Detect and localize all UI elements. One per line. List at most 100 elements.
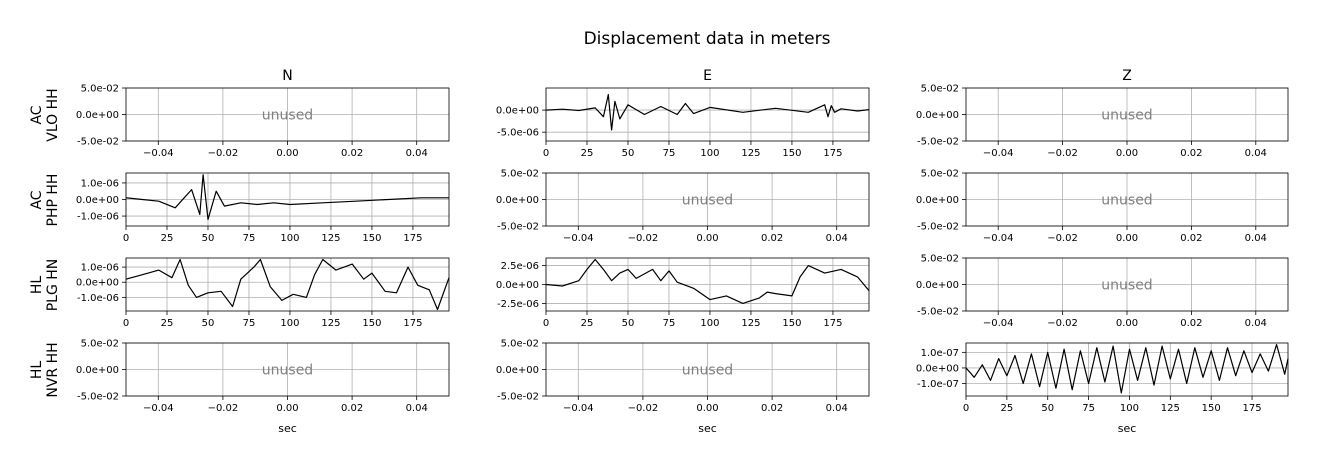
panel-0-1-xtick-label-4: 100 bbox=[700, 148, 719, 159]
panel-1-0-ytick-label-2: -1.0e-06 bbox=[77, 212, 119, 223]
panel-0-0-xtick-label-0: −0.04 bbox=[143, 148, 174, 159]
panel-0-0-xtick-label-4: 0.04 bbox=[406, 148, 428, 159]
panel-0-2-unused-label: unused bbox=[1101, 108, 1152, 124]
panel-2-2-xtick-label-3: 0.02 bbox=[1180, 318, 1202, 329]
panel-2-2-ytick-label-0: 5.0e-02 bbox=[921, 254, 959, 265]
panel-3-2-trace bbox=[965, 344, 1289, 394]
panel-3-0-xtick-label-3: 0.02 bbox=[341, 403, 363, 414]
row-label-0-network: AC bbox=[29, 105, 45, 124]
panel-2-2-unused-label: unused bbox=[1101, 278, 1152, 294]
panel-0-0-xtick-label-1: −0.02 bbox=[208, 148, 239, 159]
panel-2-1-trace bbox=[545, 258, 870, 304]
panel-1-2-ytick-label-2: -5.0e-02 bbox=[917, 222, 959, 233]
row-label-1: AC PHP HH bbox=[29, 174, 61, 227]
panel-1-2-xtick-label-0: −0.04 bbox=[983, 233, 1014, 244]
panel-3-2: 0 25 50 75 100 125 150 175 1.0e-07 0.0e+00 -1.0e-0… bbox=[916, 342, 1289, 414]
panel-0-1-xtick-label-1: 25 bbox=[581, 148, 594, 159]
panel-3-2-xtick-label-3: 75 bbox=[1082, 403, 1095, 414]
panel-1-1-xtick-label-2: 0.00 bbox=[696, 233, 718, 244]
panel-3-1-xtick-label-0: −0.04 bbox=[563, 403, 594, 414]
panel-1-2-xtick-label-4: 0.04 bbox=[1245, 233, 1267, 244]
panel-3-2-xtick-label-4: 100 bbox=[1120, 403, 1139, 414]
panel-3-0-xtick-label-0: −0.04 bbox=[143, 403, 174, 414]
panel-0-2-xtick-label-2: 0.00 bbox=[1116, 148, 1138, 159]
panel-0-0-unused-label: unused bbox=[262, 108, 313, 124]
x-axis-label-z: sec bbox=[1118, 422, 1137, 435]
panel-0-2-xtick-label-4: 0.04 bbox=[1245, 148, 1267, 159]
panel-0-1-xtick-label-7: 175 bbox=[823, 148, 842, 159]
panel-3-2-xtick-label-7: 175 bbox=[1242, 403, 1261, 414]
panel-1-0: 0 25 50 75 100 125 150 175 1.0e-06 0.0e+00 -1.0e-0… bbox=[76, 172, 450, 244]
panel-1-1-unused-label: unused bbox=[682, 193, 733, 209]
column-title-n: N bbox=[282, 68, 292, 84]
panel-1-0-xtick-label-6: 150 bbox=[362, 233, 381, 244]
panel-3-0-xtick-label-1: −0.02 bbox=[208, 403, 239, 414]
panel-3-1-xtick-label-3: 0.02 bbox=[761, 403, 783, 414]
column-title-e: E bbox=[703, 68, 712, 84]
panel-0-1-ytick-label-1: -5.0e-06 bbox=[497, 128, 539, 139]
panel-1-1-xtick-label-4: 0.04 bbox=[826, 233, 848, 244]
panel-0-1-xtick-label-6: 150 bbox=[782, 148, 801, 159]
column-title-z: Z bbox=[1122, 68, 1132, 84]
panel-1-0-ytick-label-1: 0.0e+00 bbox=[76, 195, 119, 206]
panel-1-1-xtick-label-0: −0.04 bbox=[563, 233, 594, 244]
panel-3-2-xtick-label-2: 50 bbox=[1041, 403, 1054, 414]
panel-1-2-ytick-label-0: 5.0e-02 bbox=[921, 169, 959, 180]
panel-0-0-xtick-label-3: 0.02 bbox=[341, 148, 363, 159]
panel-0-1-xtick-label-2: 50 bbox=[622, 148, 635, 159]
panel-3-1-xtick-label-4: 0.04 bbox=[826, 403, 848, 414]
panel-2-1-xtick-label-4: 100 bbox=[700, 318, 719, 329]
panel-3-1-ytick-label-2: -5.0e-02 bbox=[497, 392, 539, 403]
row-label-0-station: VLO HH bbox=[45, 88, 61, 141]
panel-2-1-xtick-label-0: 0 bbox=[543, 318, 549, 329]
panel-1-1-xtick-label-1: −0.02 bbox=[628, 233, 659, 244]
panel-3-2-ytick-label-0: 1.0e-07 bbox=[921, 348, 959, 359]
row-label-3-station: NVR HH bbox=[45, 342, 61, 397]
panel-0-0-ytick-label-2: -5.0e-02 bbox=[77, 137, 119, 148]
panel-3-1-unused-label: unused bbox=[682, 363, 733, 379]
row-label-3: HL NVR HH bbox=[29, 342, 61, 397]
panel-0-2-ytick-label-0: 5.0e-02 bbox=[921, 84, 959, 95]
panel-2-0-xtick-label-1: 25 bbox=[161, 318, 174, 329]
panel-1-1-ytick-label-2: -5.0e-02 bbox=[497, 222, 539, 233]
panel-0-2-xtick-label-3: 0.02 bbox=[1180, 148, 1202, 159]
panel-2-2-xtick-label-4: 0.04 bbox=[1245, 318, 1267, 329]
panel-2-2-ytick-label-1: 0.0e+00 bbox=[916, 280, 959, 291]
panel-3-2-xtick-label-1: 25 bbox=[1000, 403, 1013, 414]
panel-2-2-ytick-label-2: -5.0e-02 bbox=[917, 307, 959, 318]
panel-1-0-xtick-label-0: 0 bbox=[123, 233, 129, 244]
panel-2-0-trace bbox=[125, 258, 450, 311]
panel-0-1-xtick-label-5: 125 bbox=[741, 148, 760, 159]
panel-1-2: unused −0.04 −0.02 0.00 0.02 0.04 5.0e-02 0.0e+… bbox=[916, 169, 1289, 244]
panel-3-0: unused −0.04 −0.02 0.00 0.02 0.04 5.0e-02 0.0e+… bbox=[76, 339, 450, 414]
panel-0-1-ytick-label-0: 0.0e+00 bbox=[496, 106, 539, 117]
panel-2-1: 0 25 50 75 100 125 150 175 2.5e-06 0.0e+00 -2.5e-0… bbox=[496, 257, 870, 329]
panel-0-2-ytick-label-1: 0.0e+00 bbox=[916, 110, 959, 121]
panel-1-2-unused-label: unused bbox=[1101, 193, 1152, 209]
x-axis-label-n: sec bbox=[278, 422, 297, 435]
panel-0-0: unused −0.04 −0.02 0.00 0.02 0.04 5.0e-02 0.0e+… bbox=[76, 84, 450, 159]
panel-1-1: unused −0.04 −0.02 0.00 0.02 0.04 5.0e-02 0.0e+… bbox=[496, 169, 870, 244]
panel-1-2-ytick-label-1: 0.0e+00 bbox=[916, 195, 959, 206]
panel-1-1-ytick-label-1: 0.0e+00 bbox=[496, 195, 539, 206]
panel-2-0-xtick-label-2: 50 bbox=[202, 318, 215, 329]
panel-2-1-xtick-label-6: 150 bbox=[782, 318, 801, 329]
row-label-3-network: HL bbox=[29, 361, 45, 380]
x-axis-label-e: sec bbox=[698, 422, 717, 435]
panel-2-0-xtick-label-0: 0 bbox=[123, 318, 129, 329]
row-label-2-network: HL bbox=[29, 276, 45, 295]
panel-3-1-ytick-label-1: 0.0e+00 bbox=[496, 365, 539, 376]
panel-2-2-xtick-label-1: −0.02 bbox=[1047, 318, 1078, 329]
panel-3-1-xtick-label-2: 0.00 bbox=[696, 403, 718, 414]
panel-2-1-xtick-label-1: 25 bbox=[581, 318, 594, 329]
panel-3-2-xtick-label-6: 150 bbox=[1202, 403, 1221, 414]
panel-1-0-xtick-label-5: 125 bbox=[321, 233, 340, 244]
panel-1-0-xtick-label-4: 100 bbox=[280, 233, 299, 244]
panel-2-0-frame bbox=[125, 257, 450, 312]
row-label-0: AC VLO HH bbox=[29, 88, 61, 141]
panel-1-0-xtick-label-2: 50 bbox=[202, 233, 215, 244]
panel-2-1-xtick-label-2: 50 bbox=[622, 318, 635, 329]
panel-1-0-xtick-label-1: 25 bbox=[161, 233, 174, 244]
panel-2-1-ytick-label-2: -2.5e-06 bbox=[497, 299, 539, 310]
